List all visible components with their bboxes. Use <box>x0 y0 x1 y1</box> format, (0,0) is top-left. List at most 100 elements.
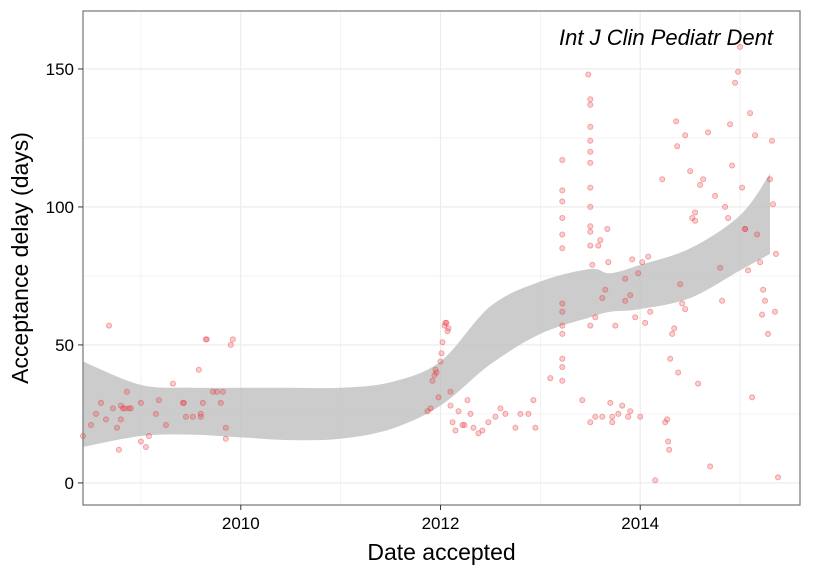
data-point <box>705 129 712 136</box>
x-tick-label: 2010 <box>222 514 260 533</box>
data-point <box>674 143 681 150</box>
x-axis-title: Date accepted <box>367 539 515 565</box>
data-point <box>689 214 696 221</box>
data-point <box>587 159 594 166</box>
data-point <box>155 397 162 404</box>
data-point <box>559 377 566 384</box>
y-tick-label: 150 <box>46 60 74 79</box>
data-point <box>597 237 604 244</box>
data-point <box>589 261 596 268</box>
data-point <box>742 225 749 232</box>
y-axis-title: Acceptance delay (days) <box>7 132 33 384</box>
data-point <box>479 427 486 434</box>
data-point <box>449 419 456 426</box>
data-point <box>639 259 646 266</box>
data-point <box>587 223 594 230</box>
data-point <box>485 419 492 426</box>
data-point <box>444 328 451 335</box>
data-point <box>179 399 186 406</box>
data-point <box>602 286 609 293</box>
data-point <box>115 446 122 453</box>
data-point <box>595 242 602 249</box>
data-point <box>445 325 452 332</box>
y-tick-label: 50 <box>55 336 74 355</box>
data-point <box>609 419 616 426</box>
data-point <box>455 408 462 415</box>
data-point <box>747 110 754 117</box>
data-point <box>229 336 236 343</box>
data-point <box>687 168 694 175</box>
data-point <box>682 132 689 139</box>
data-point <box>180 399 187 406</box>
data-point <box>692 217 699 224</box>
data-point <box>615 410 622 417</box>
data-point <box>127 405 134 412</box>
data-point <box>117 402 124 409</box>
data-point <box>712 192 719 199</box>
data-point <box>203 336 210 343</box>
data-point <box>637 413 644 420</box>
data-point <box>227 341 234 348</box>
data-point <box>587 322 594 329</box>
data-point <box>635 270 642 277</box>
data-point <box>587 123 594 130</box>
data-point <box>559 330 566 337</box>
data-point <box>93 410 100 417</box>
data-point <box>605 259 612 266</box>
data-point <box>587 137 594 144</box>
data-point <box>452 427 459 434</box>
data-point <box>199 399 206 406</box>
data-point <box>197 413 204 420</box>
data-point <box>532 424 539 431</box>
data-point <box>717 264 724 271</box>
data-point <box>652 477 659 484</box>
data-point <box>604 225 611 232</box>
data-point <box>775 474 782 481</box>
data-point <box>197 410 204 417</box>
data-point <box>497 405 504 412</box>
data-point <box>441 322 448 329</box>
data-point <box>431 372 438 379</box>
data-point <box>467 410 474 417</box>
data-point <box>162 421 169 428</box>
data-point <box>587 96 594 103</box>
data-point <box>470 424 477 431</box>
data-point <box>475 430 482 437</box>
data-point <box>429 377 436 384</box>
data-point <box>587 101 594 108</box>
data-point <box>757 259 764 266</box>
data-point <box>770 201 777 208</box>
data-point <box>559 355 566 362</box>
data-point <box>424 408 431 415</box>
data-point <box>760 286 767 293</box>
data-points <box>80 43 782 484</box>
smooth-confidence-band <box>83 173 770 448</box>
data-point <box>213 388 220 395</box>
data-point <box>729 162 736 169</box>
data-point <box>707 463 714 470</box>
data-point <box>645 253 652 260</box>
data-point <box>697 181 704 188</box>
data-point <box>492 413 499 420</box>
data-point <box>438 350 445 357</box>
data-point <box>152 410 159 417</box>
data-point <box>642 319 649 326</box>
data-point <box>427 405 434 412</box>
data-point <box>599 413 606 420</box>
data-point <box>629 256 636 263</box>
data-point <box>585 71 592 78</box>
data-point <box>662 419 669 426</box>
data-point <box>559 198 566 205</box>
data-point <box>202 336 209 343</box>
data-point <box>735 68 742 75</box>
data-point <box>627 408 634 415</box>
data-point <box>719 297 726 304</box>
data-point <box>745 267 752 274</box>
data-point <box>664 416 671 423</box>
data-point <box>767 176 774 183</box>
data-point <box>727 121 734 128</box>
data-point <box>559 363 566 370</box>
data-point <box>592 314 599 321</box>
data-point <box>609 413 616 420</box>
